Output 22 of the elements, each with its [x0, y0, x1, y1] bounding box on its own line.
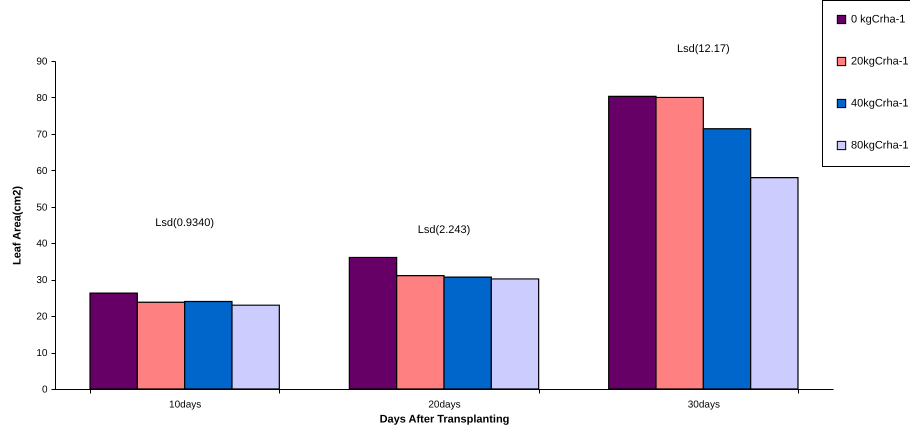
y-tick-label: 70 — [36, 129, 48, 140]
y-tick-label: 60 — [36, 166, 48, 177]
legend-label: 40kgCrha-1 — [851, 98, 908, 110]
legend-label: 80kgCrha-1 — [851, 140, 908, 152]
y-tick-label: 10 — [36, 348, 48, 360]
y-axis-title: Leaf Area(cm2) — [11, 186, 24, 266]
y-tick-label: 80 — [36, 92, 48, 104]
x-axis-title: Days After Transplanting — [380, 414, 510, 426]
y-tick-label: 90 — [36, 56, 48, 68]
annotation: Lsd(0.9340) — [155, 217, 214, 229]
legend-label: 0 kgCrha-1 — [851, 14, 906, 26]
y-tick-label: 0 — [42, 384, 48, 396]
x-tick-label: 20days — [428, 400, 461, 410]
x-tick-label: 10days — [169, 400, 202, 410]
x-tick-label: 30days — [688, 400, 720, 410]
y-tick-label: 20 — [36, 312, 48, 323]
text: Lsd(12.17) — [677, 43, 730, 55]
annotation: Lsd(2.243) — [418, 224, 470, 236]
y-tick-label: 30 — [36, 275, 48, 286]
y-tick-label: 50 — [36, 202, 48, 214]
y-tick-label: 40 — [36, 238, 48, 250]
legend-label: 20kgCrha-1 — [851, 56, 908, 68]
